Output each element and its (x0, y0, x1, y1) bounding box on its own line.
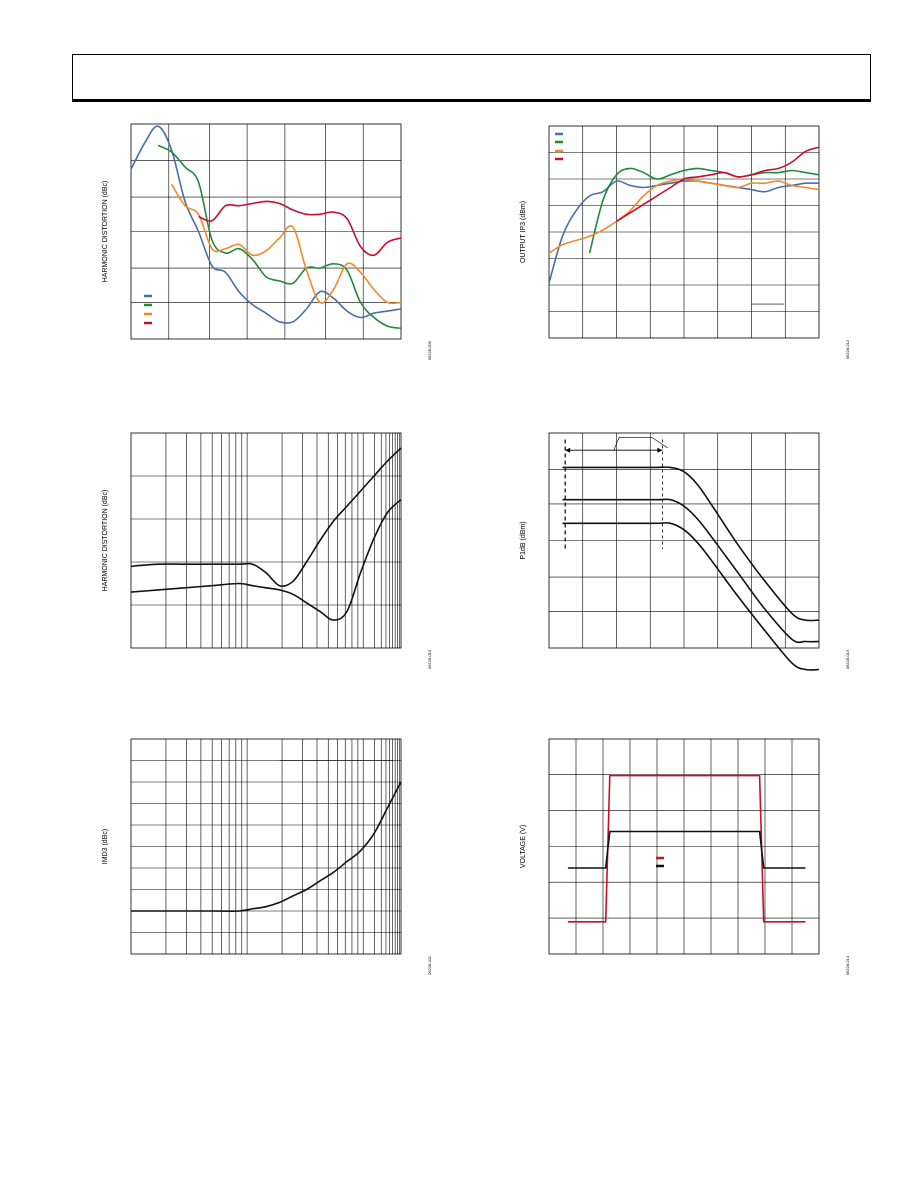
series-line-black-2 (562, 498, 820, 644)
series-line-black-3 (562, 522, 820, 671)
chart-5-svg: IMD3 (dBc) 06228-011 (102, 738, 432, 975)
series-line-blue-1 (130, 125, 402, 324)
series-line-red-4 (198, 200, 402, 257)
y-axis-label: P1dB (dBm) (520, 521, 527, 559)
chart-6-svg: VOLTAGE (V) 06228-014 (520, 738, 850, 975)
arrow-head-right (657, 447, 663, 453)
figure-id: 06228-013 (845, 649, 850, 669)
y-axis-label: IMD3 (dBc) (102, 829, 109, 864)
series-line-black-1 (131, 781, 402, 912)
series-line-green-2 (157, 144, 402, 330)
chart-panel-6: VOLTAGE (V) 06228-014 (515, 732, 855, 992)
series-line-red-1 (567, 774, 806, 923)
chart-3-svg: HARMONIC DISTORTION (dBc) 06228-010 (102, 432, 432, 669)
chart-2-svg: OUTPUT IP3 (dBm) 06228-012 (520, 125, 850, 359)
series-line-green-2 (588, 167, 820, 254)
series-line-black-2 (567, 830, 806, 869)
figure-id: 06228-014 (845, 955, 850, 975)
series-line-blue-1 (548, 180, 820, 284)
chart-panel-3: HARMONIC DISTORTION (dBc) 06228-010 (96, 426, 436, 686)
series-line-red-4 (616, 146, 820, 223)
series-line-orange-3 (170, 183, 402, 305)
series-line-black-2 (130, 499, 402, 621)
chart-1-svg: HARMONIC DISTORTION (dBc) 06228-009 (102, 123, 432, 360)
chart-panel-1: HARMONIC DISTORTION (dBc) 06228-009 (96, 118, 436, 378)
figure-id: 06228-011 (427, 955, 432, 975)
figure-id: 06228-010 (427, 649, 432, 669)
y-axis-label: VOLTAGE (V) (520, 825, 527, 868)
y-axis-label: OUTPUT IP3 (dBm) (520, 201, 527, 263)
arrow-head-left (565, 447, 571, 453)
chart-panel-4: P1dB (dBm) 06228-013 (515, 426, 855, 686)
plot-frame (130, 432, 402, 649)
page-header-box (72, 54, 871, 102)
y-axis-label: HARMONIC DISTORTION (dBc) (102, 490, 109, 592)
annotation-leader (613, 437, 668, 451)
figure-id: 06228-012 (845, 339, 850, 359)
figure-id: 06228-009 (427, 340, 432, 360)
series-line-black-1 (562, 466, 820, 622)
series-line-black-1 (130, 447, 402, 587)
y-axis-label: HARMONIC DISTORTION (dBc) (102, 181, 109, 283)
chart-panel-5: IMD3 (dBc) 06228-011 (96, 732, 436, 992)
chart-4-svg: P1dB (dBm) 06228-013 (520, 432, 850, 671)
chart-panel-2: OUTPUT IP3 (dBm) 06228-012 (515, 118, 855, 378)
